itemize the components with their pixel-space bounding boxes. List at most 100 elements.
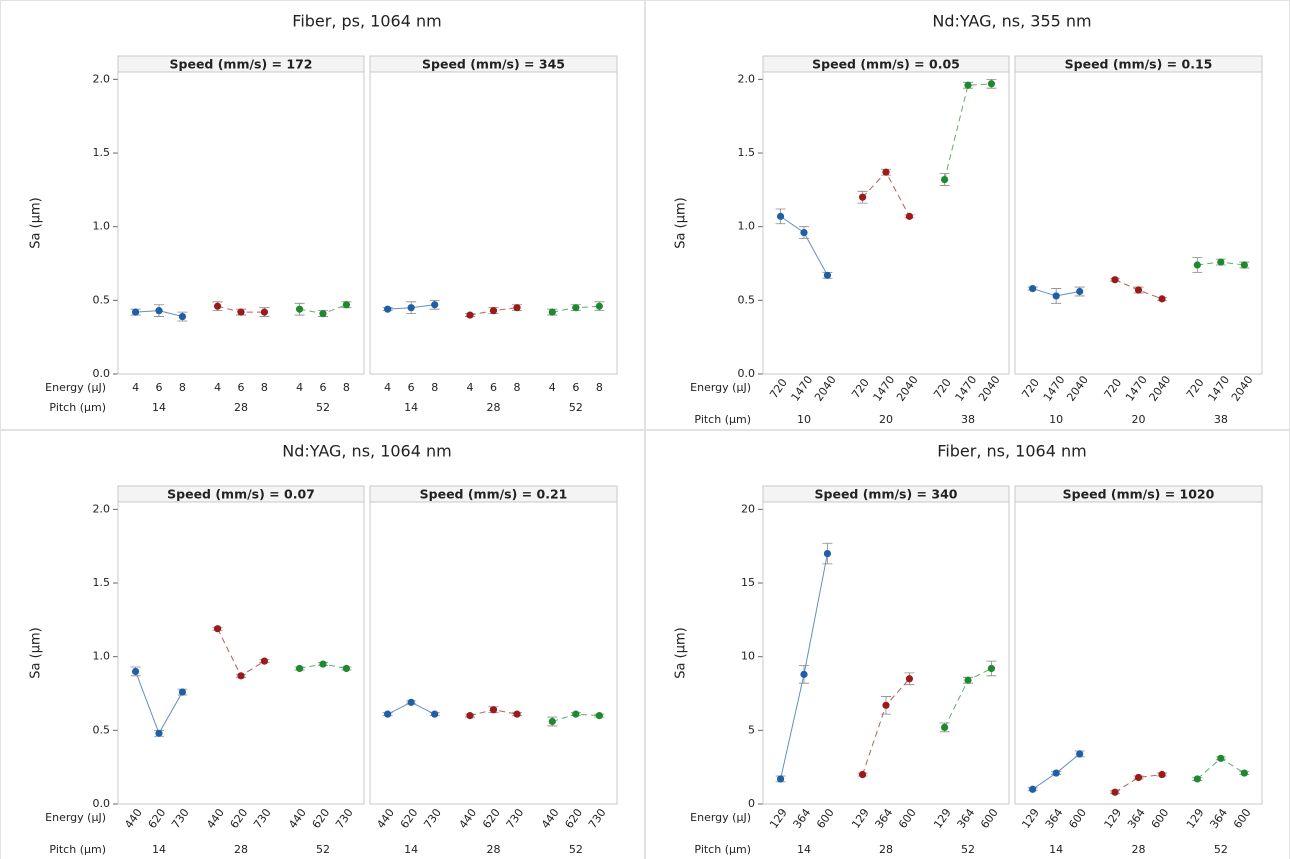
strip [1014, 485, 1263, 503]
point [882, 168, 890, 176]
y-tick-label: 0.0 [93, 797, 111, 810]
point [213, 625, 222, 633]
point [1029, 785, 1037, 793]
energy-label: 6 [238, 381, 245, 394]
strip-label: Speed (mm/s) = 340 [815, 487, 958, 502]
energy-label: 8 [431, 381, 438, 394]
y-tick-label: 0.5 [93, 293, 111, 306]
connector-line [1114, 774, 1163, 793]
strip-label: Speed (mm/s) = 0.21 [420, 487, 568, 502]
pitch-label: 52 [569, 401, 583, 414]
energy-label: 8 [514, 381, 521, 394]
point [1076, 287, 1084, 296]
pitch-label: 28 [879, 843, 893, 856]
point [466, 712, 474, 720]
pitch-label: 52 [316, 401, 330, 414]
chart-title: Nd:YAG, ns, 355 nm [932, 12, 1091, 31]
point [431, 710, 439, 718]
point [572, 710, 580, 718]
point [548, 308, 556, 316]
point [260, 657, 269, 665]
point [319, 660, 327, 668]
row-label: Pitch (µm) [49, 401, 106, 414]
point [1111, 276, 1119, 284]
point [595, 302, 603, 310]
strip [117, 55, 365, 73]
subplot: Fiber, ps, 1064 nm Sa (µm) Energy (µJ) Pitc… [0, 0, 645, 430]
point [295, 664, 304, 673]
pitch-label: 28 [1132, 843, 1146, 856]
pitch-label: 20 [1132, 413, 1146, 426]
point [940, 723, 949, 731]
point [1111, 788, 1119, 796]
pitch-label: 52 [569, 843, 583, 856]
strip-label: Speed (mm/s) = 345 [422, 57, 565, 72]
strip [762, 55, 1010, 73]
energy-label: 6 [490, 381, 497, 394]
pitch-label: 52 [316, 843, 330, 856]
y-axis-label: Sa (µm) [674, 627, 689, 678]
pitch-label: 52 [1214, 843, 1228, 856]
panel [369, 71, 618, 375]
point [178, 688, 187, 696]
point [513, 710, 521, 718]
panel [117, 501, 365, 805]
y-tick-label: 15 [741, 576, 755, 589]
pitch-label: 28 [487, 843, 501, 856]
row-label: Energy (µJ) [45, 381, 106, 394]
point [548, 717, 556, 726]
point [595, 712, 603, 720]
point [319, 310, 327, 318]
y-tick-label: 2.0 [93, 72, 111, 85]
y-tick-label: 1.0 [93, 220, 111, 233]
point [1217, 754, 1225, 762]
chart-title: Fiber, ps, 1064 nm [292, 12, 441, 31]
row-label: Pitch (µm) [694, 843, 751, 856]
subplot: Fiber, ns, 1064 nm Sa (µm) Energy (µJ) Pitc… [645, 430, 1290, 859]
pitch-label: 28 [234, 401, 248, 414]
y-tick-label: 1.0 [738, 220, 756, 233]
point [572, 304, 580, 312]
y-tick-label: 2.0 [93, 502, 111, 515]
point [1134, 286, 1143, 294]
strip [117, 485, 365, 503]
point [858, 193, 867, 201]
energy-label: 8 [179, 381, 186, 394]
row-label: Pitch (µm) [49, 843, 106, 856]
pitch-label: 14 [797, 843, 811, 856]
strip [1014, 55, 1263, 73]
point [178, 312, 187, 321]
energy-label: 8 [343, 381, 350, 394]
pitch-label: 10 [797, 413, 811, 426]
row-label: Energy (µJ) [690, 811, 751, 824]
pitch-label: 20 [879, 413, 893, 426]
point [489, 706, 498, 714]
y-tick-label: 10 [741, 650, 755, 663]
point [1052, 292, 1060, 300]
point [342, 664, 351, 673]
point [1052, 769, 1060, 777]
y-tick-label: 2.0 [738, 72, 756, 85]
strip [762, 485, 1010, 503]
point [823, 549, 832, 558]
panel [1014, 501, 1263, 805]
point [1158, 295, 1166, 303]
strip-label: Speed (mm/s) = 0.15 [1065, 57, 1213, 72]
point [342, 301, 351, 309]
y-tick-label: 1.5 [93, 146, 111, 159]
y-tick-label: 1.0 [93, 650, 111, 663]
point [213, 302, 222, 310]
point [407, 698, 415, 706]
point [1193, 261, 1201, 269]
chart-title: Nd:YAG, ns, 1064 nm [282, 442, 451, 461]
energy-label: 4 [296, 381, 303, 394]
point [858, 770, 867, 779]
point [407, 304, 415, 312]
point [823, 271, 832, 279]
point [384, 710, 392, 718]
y-tick-label: 0.0 [738, 367, 756, 380]
energy-label: 4 [384, 381, 391, 394]
y-tick-label: 0.5 [93, 723, 111, 736]
point [940, 175, 949, 184]
